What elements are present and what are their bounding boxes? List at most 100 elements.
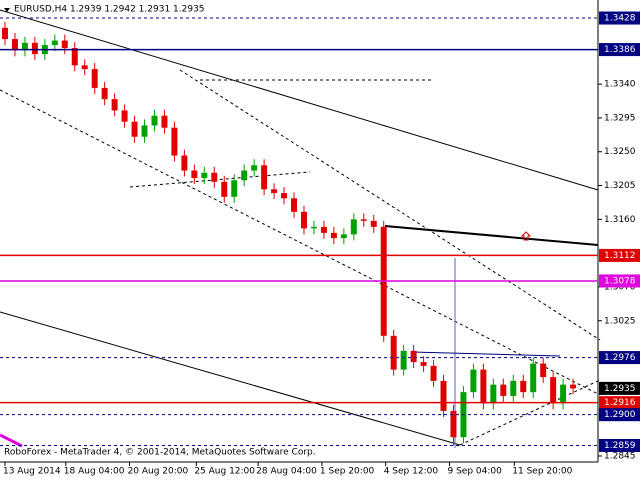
candle-body (450, 410, 457, 438)
candle-body (420, 362, 427, 366)
candle-body (400, 350, 407, 370)
trendline (384, 225, 599, 246)
candle-body (151, 115, 158, 126)
candle-body (490, 384, 497, 404)
candle-body (340, 234, 347, 239)
candle-body (121, 110, 128, 122)
candle-body (570, 384, 577, 389)
candle-body (171, 127, 178, 156)
candle-body (101, 87, 108, 100)
chart-title: EURUSD,H4 1.2939 1.2942 1.2931 1.2935 (14, 5, 205, 15)
level-label-box (599, 11, 640, 25)
candle-body (440, 380, 447, 411)
level-label: 1.3428 (604, 14, 636, 24)
trendline (459, 379, 601, 446)
arrow-up-icon (520, 231, 532, 241)
candle-body (1, 27, 8, 40)
indicator-stub (0, 433, 23, 448)
candle-body (181, 155, 188, 171)
level-label-box (599, 381, 640, 395)
x-tick-label: 9 Sep 04:00 (447, 467, 502, 477)
x-tick-label: 4 Sep 12:00 (384, 467, 439, 477)
y-tick-label: 1.3340 (604, 80, 636, 90)
x-tick-label: 18 Aug 04:00 (64, 467, 125, 477)
candle-body (211, 172, 218, 182)
x-tick-label: 11 Sep 20:00 (512, 467, 572, 477)
candle-body (11, 39, 18, 51)
candle-body (540, 363, 547, 378)
level-label-box (599, 438, 640, 452)
candle-body (330, 232, 337, 239)
candle-body (500, 384, 507, 396)
candle-body (71, 48, 78, 66)
level-label-box (599, 408, 640, 422)
candle-body (370, 220, 377, 227)
candle-body (201, 172, 208, 179)
level-label: 1.2900 (604, 410, 636, 420)
candle-body (21, 42, 28, 51)
trendline (129, 171, 311, 188)
candle-body (410, 350, 417, 363)
candle-body (520, 380, 527, 393)
level-label: 1.3386 (604, 45, 636, 55)
candle-body (51, 40, 58, 46)
trendline (0, 89, 601, 396)
y-tick-label: 1.3025 (604, 316, 636, 326)
candle-body (131, 121, 138, 137)
level-label: 1.2916 (604, 398, 636, 408)
level-label: 1.3078 (604, 276, 636, 286)
level-label-box (599, 274, 640, 288)
plot-area (0, 9, 601, 448)
candle-body (241, 170, 248, 181)
y-tick-label: 1.3205 (604, 181, 636, 191)
trendline (0, 311, 461, 446)
trendline (0, 9, 599, 191)
candle-body (31, 42, 38, 55)
menu-triangle[interactable] (4, 8, 10, 12)
candle-body (271, 189, 278, 194)
level-label-box (599, 248, 640, 262)
candle-body (550, 377, 557, 404)
y-tick-label: 1.2845 (604, 451, 636, 461)
x-tick-label: 1 Sep 20:00 (320, 467, 375, 477)
candle-body (221, 181, 228, 197)
x-tick-label: 28 Aug 04:00 (256, 467, 317, 477)
candle-body (350, 219, 357, 235)
candle-body (510, 380, 517, 396)
candle-body (291, 198, 298, 212)
x-tick-label: 20 Aug 20:00 (128, 467, 189, 477)
level-label: 1.2859 (604, 441, 636, 451)
candle-body (470, 369, 477, 393)
candle-body (310, 226, 317, 229)
candle-body (281, 193, 288, 199)
candle-body (320, 226, 327, 233)
y-tick-label: 1.3250 (604, 147, 636, 157)
candle-body (111, 99, 118, 111)
level-label: 1.2976 (604, 353, 636, 363)
x-tick-label: 13 Aug 2014 (3, 467, 61, 477)
footer: RoboForex - MetaTrader 4, © 2001-2014, M… (4, 448, 316, 458)
y-tick-label: 1.3160 (604, 215, 636, 225)
candle-body (390, 335, 397, 370)
candle-body (191, 170, 198, 179)
candle-body (360, 219, 367, 221)
candle-body (61, 40, 68, 49)
candle-body (480, 369, 487, 404)
y-tick-label: 1.3295 (604, 113, 636, 123)
level-label: 1.3112 (604, 251, 636, 261)
candle-body (81, 65, 88, 70)
candle-body (251, 165, 258, 171)
candle-body (530, 363, 537, 393)
candle-body (261, 165, 268, 190)
candle-body (560, 384, 567, 404)
candle-body (91, 69, 98, 88)
level-label-box (599, 351, 640, 365)
x-tick-label: 25 Aug 12:00 (194, 467, 255, 477)
candle-body (300, 211, 307, 229)
y-tick-label: 1.3070 (604, 282, 636, 292)
projection-line (411, 351, 561, 357)
candle-body (161, 115, 168, 128)
candle-body (430, 365, 437, 381)
